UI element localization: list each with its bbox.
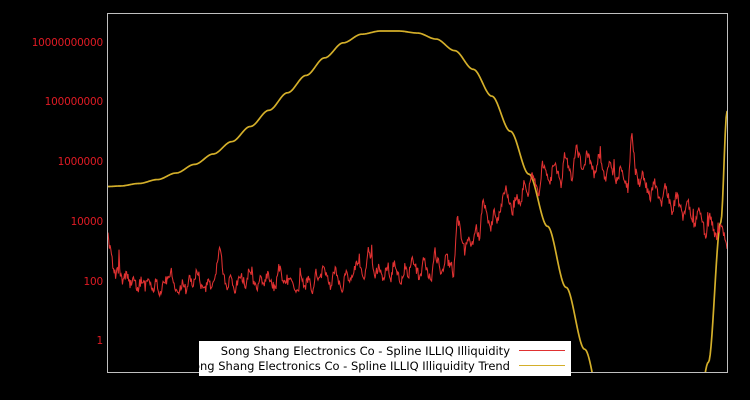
legend-entry-illiquidity: Song Shang Electronics Co - Spline ILLIQ… — [199, 343, 571, 358]
y-tick-label-1e6: 1000000 — [57, 156, 104, 168]
y-tick-label-1e8: 100000000 — [44, 96, 104, 108]
y-axis: 10000000000 100000000 1000000 10000 100 … — [0, 0, 104, 400]
y-tick-label-1e2: 100 — [83, 276, 104, 288]
legend-swatch-trend — [519, 365, 565, 366]
legend-entry-trend: Song Shang Electronics Co - Spline ILLIQ… — [186, 358, 571, 373]
chart-canvas — [108, 30, 727, 372]
legend-label-trend: Song Shang Electronics Co - Spline ILLIQ… — [185, 358, 510, 373]
y-tick-label-1e10: 10000000000 — [31, 37, 103, 49]
legend-swatch-illiquidity — [519, 350, 565, 351]
legend-label-illiquidity: Song Shang Electronics Co - Spline ILLIQ… — [220, 343, 510, 358]
chart-legend: Song Shang Electronics Co - Spline ILLIQ… — [186, 341, 571, 376]
plot-area — [107, 13, 728, 373]
y-tick-label-1e0: 1 — [96, 335, 104, 347]
series-line-illiquidity — [108, 133, 727, 298]
series-line-trend — [108, 30, 727, 372]
y-tick-label-1e4: 10000 — [70, 216, 104, 228]
